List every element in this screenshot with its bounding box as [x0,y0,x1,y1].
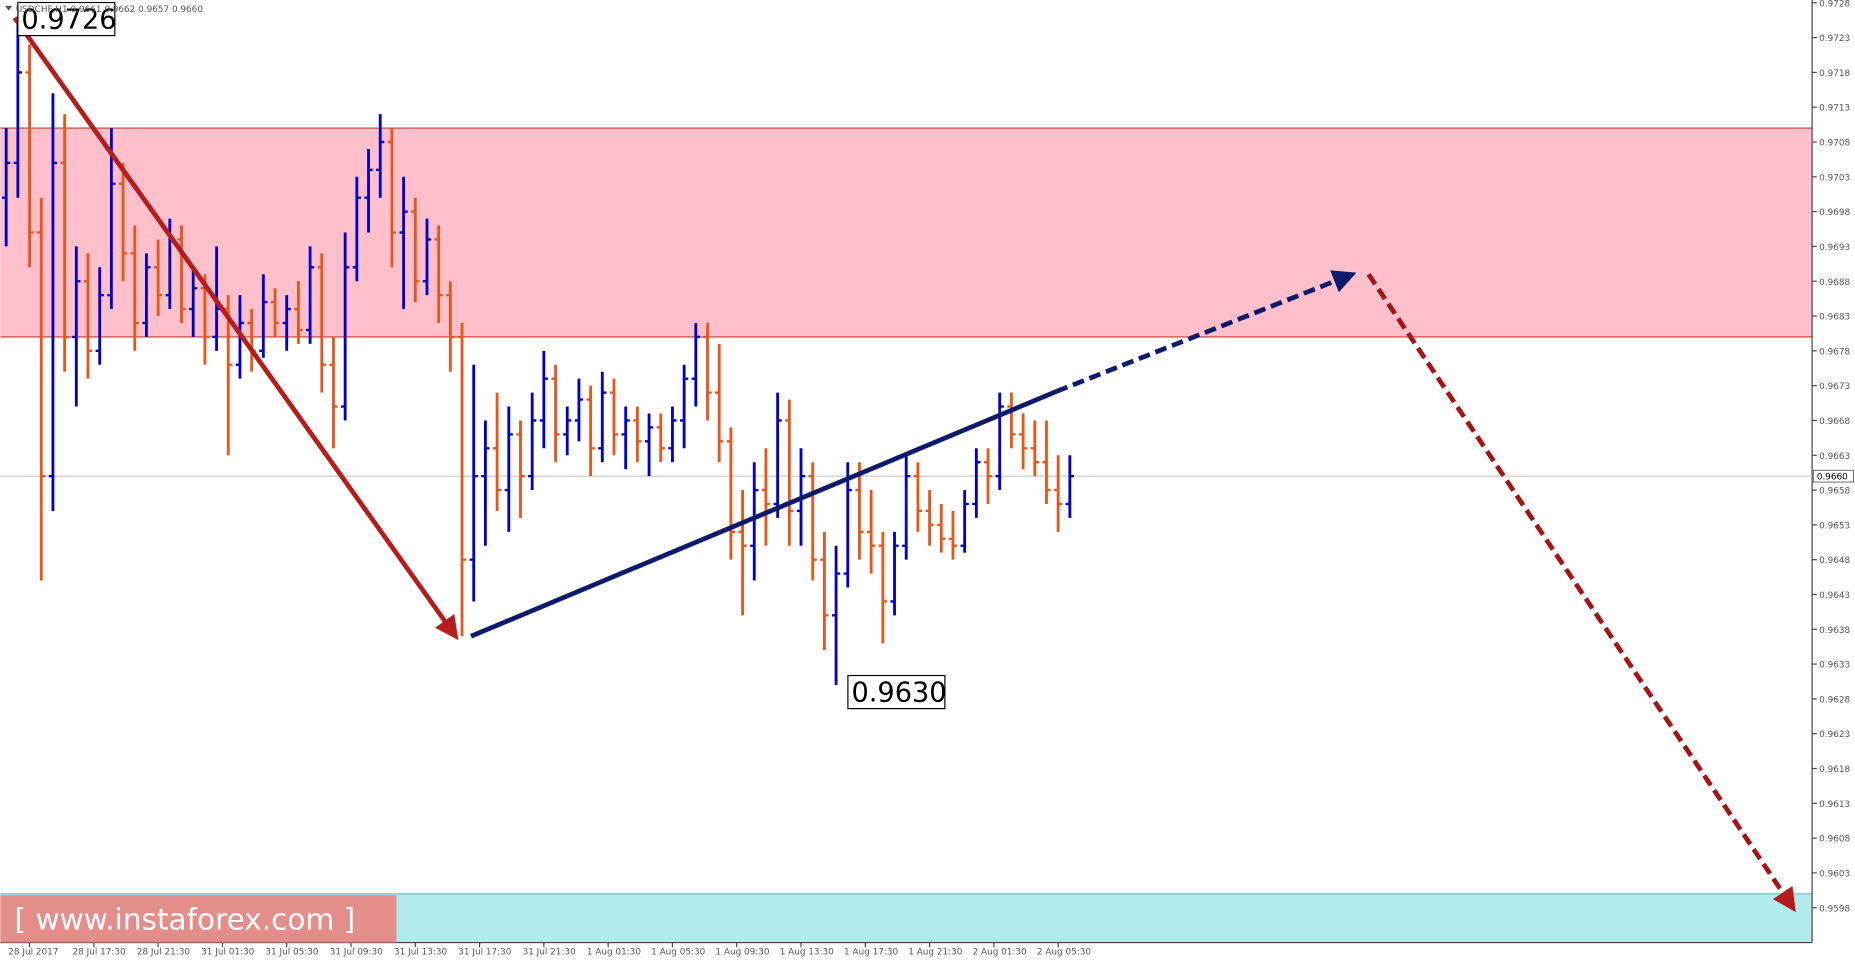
x-tick-label: 2 Aug 05:30 [1037,947,1091,957]
current-price-box [1812,469,1854,483]
x-tick-label: 1 Aug 09:30 [715,947,769,957]
y-tick-label: 0.9728 [1819,0,1850,9]
watermark-box [0,895,397,943]
y-tick-label: 0.9638 [1819,626,1850,636]
x-tick-label: 28 Jul 2017 [8,947,58,957]
y-tick-label: 0.9613 [1819,800,1850,810]
zone [0,128,1813,337]
y-tick-label: 0.9603 [1819,869,1850,879]
chart-title: USDCHF,H1 0.9661 0.9662 0.9657 0.9660 [16,5,204,15]
y-tick-label: 0.9713 [1819,104,1850,114]
x-tick-label: 31 Jul 17:30 [458,947,511,957]
x-tick-label: 1 Aug 05:30 [651,947,705,957]
price-annotation: 0.9726 [21,5,116,36]
price-annotation-box [847,674,946,710]
y-tick-label: 0.9653 [1819,521,1850,531]
y-tick-label: 0.9683 [1819,313,1850,323]
y-tick-label: 0.9648 [1819,556,1850,566]
y-tick-label: 0.9643 [1819,591,1850,601]
current-price-label: 0.9660 [1817,473,1848,483]
x-tick-label: 1 Aug 21:30 [908,947,962,957]
y-tick-label: 0.9708 [1819,139,1850,149]
title-icon [5,5,13,11]
labels: 0.9660 0.9726 0.9630 USDCHF,H1 0.9661 0.966… [0,1,1854,943]
y-tick-label: 0.9628 [1819,695,1850,705]
arrow [1366,273,1796,913]
y-tick-label: 0.9618 [1819,765,1850,775]
y-tick-label: 0.9598 [1819,904,1850,914]
y-tick-label: 0.9658 [1819,487,1850,497]
x-tick-label: 31 Jul 21:30 [523,947,576,957]
y-tick-label: 0.9663 [1819,452,1850,462]
y-tick-label: 0.9608 [1819,835,1850,845]
y-tick-label: 0.9668 [1819,417,1850,427]
x-tick-label: 31 Jul 13:30 [394,947,447,957]
y-tick-label: 0.9678 [1819,347,1850,357]
wave-arrows [12,16,1796,913]
price-annotation: 0.9630 [851,678,946,709]
y-tick-label: 0.9723 [1819,34,1850,44]
x-tick-label: 28 Jul 21:30 [137,947,190,957]
arrow [12,16,459,641]
watermark: [ www.instaforex.com ] [15,903,356,937]
y-tick-label: 0.9673 [1819,382,1850,392]
x-tick-label: 1 Aug 13:30 [780,947,834,957]
x-tick-label: 1 Aug 17:30 [844,947,898,957]
x-tick-label: 31 Jul 09:30 [330,947,383,957]
y-tick-label: 0.9698 [1819,208,1850,218]
y-tick-label: 0.9688 [1819,278,1850,288]
y-tick-label: 0.9718 [1819,69,1850,79]
x-tick-label: 31 Jul 01:30 [201,947,254,957]
x-tick-label: 2 Aug 01:30 [973,947,1027,957]
y-tick-label: 0.9633 [1819,661,1850,671]
x-tick-label: 28 Jul 17:30 [73,947,126,957]
y-tick-label: 0.9623 [1819,730,1850,740]
arrow [470,389,1058,639]
x-tick-label: 1 Aug 01:30 [587,947,641,957]
bars [2,16,1074,685]
y-tick-label: 0.9703 [1819,173,1850,183]
x-tick-label: 31 Jul 05:30 [265,947,318,957]
y-tick-label: 0.9693 [1819,243,1850,253]
price-annotation-box [17,1,116,37]
